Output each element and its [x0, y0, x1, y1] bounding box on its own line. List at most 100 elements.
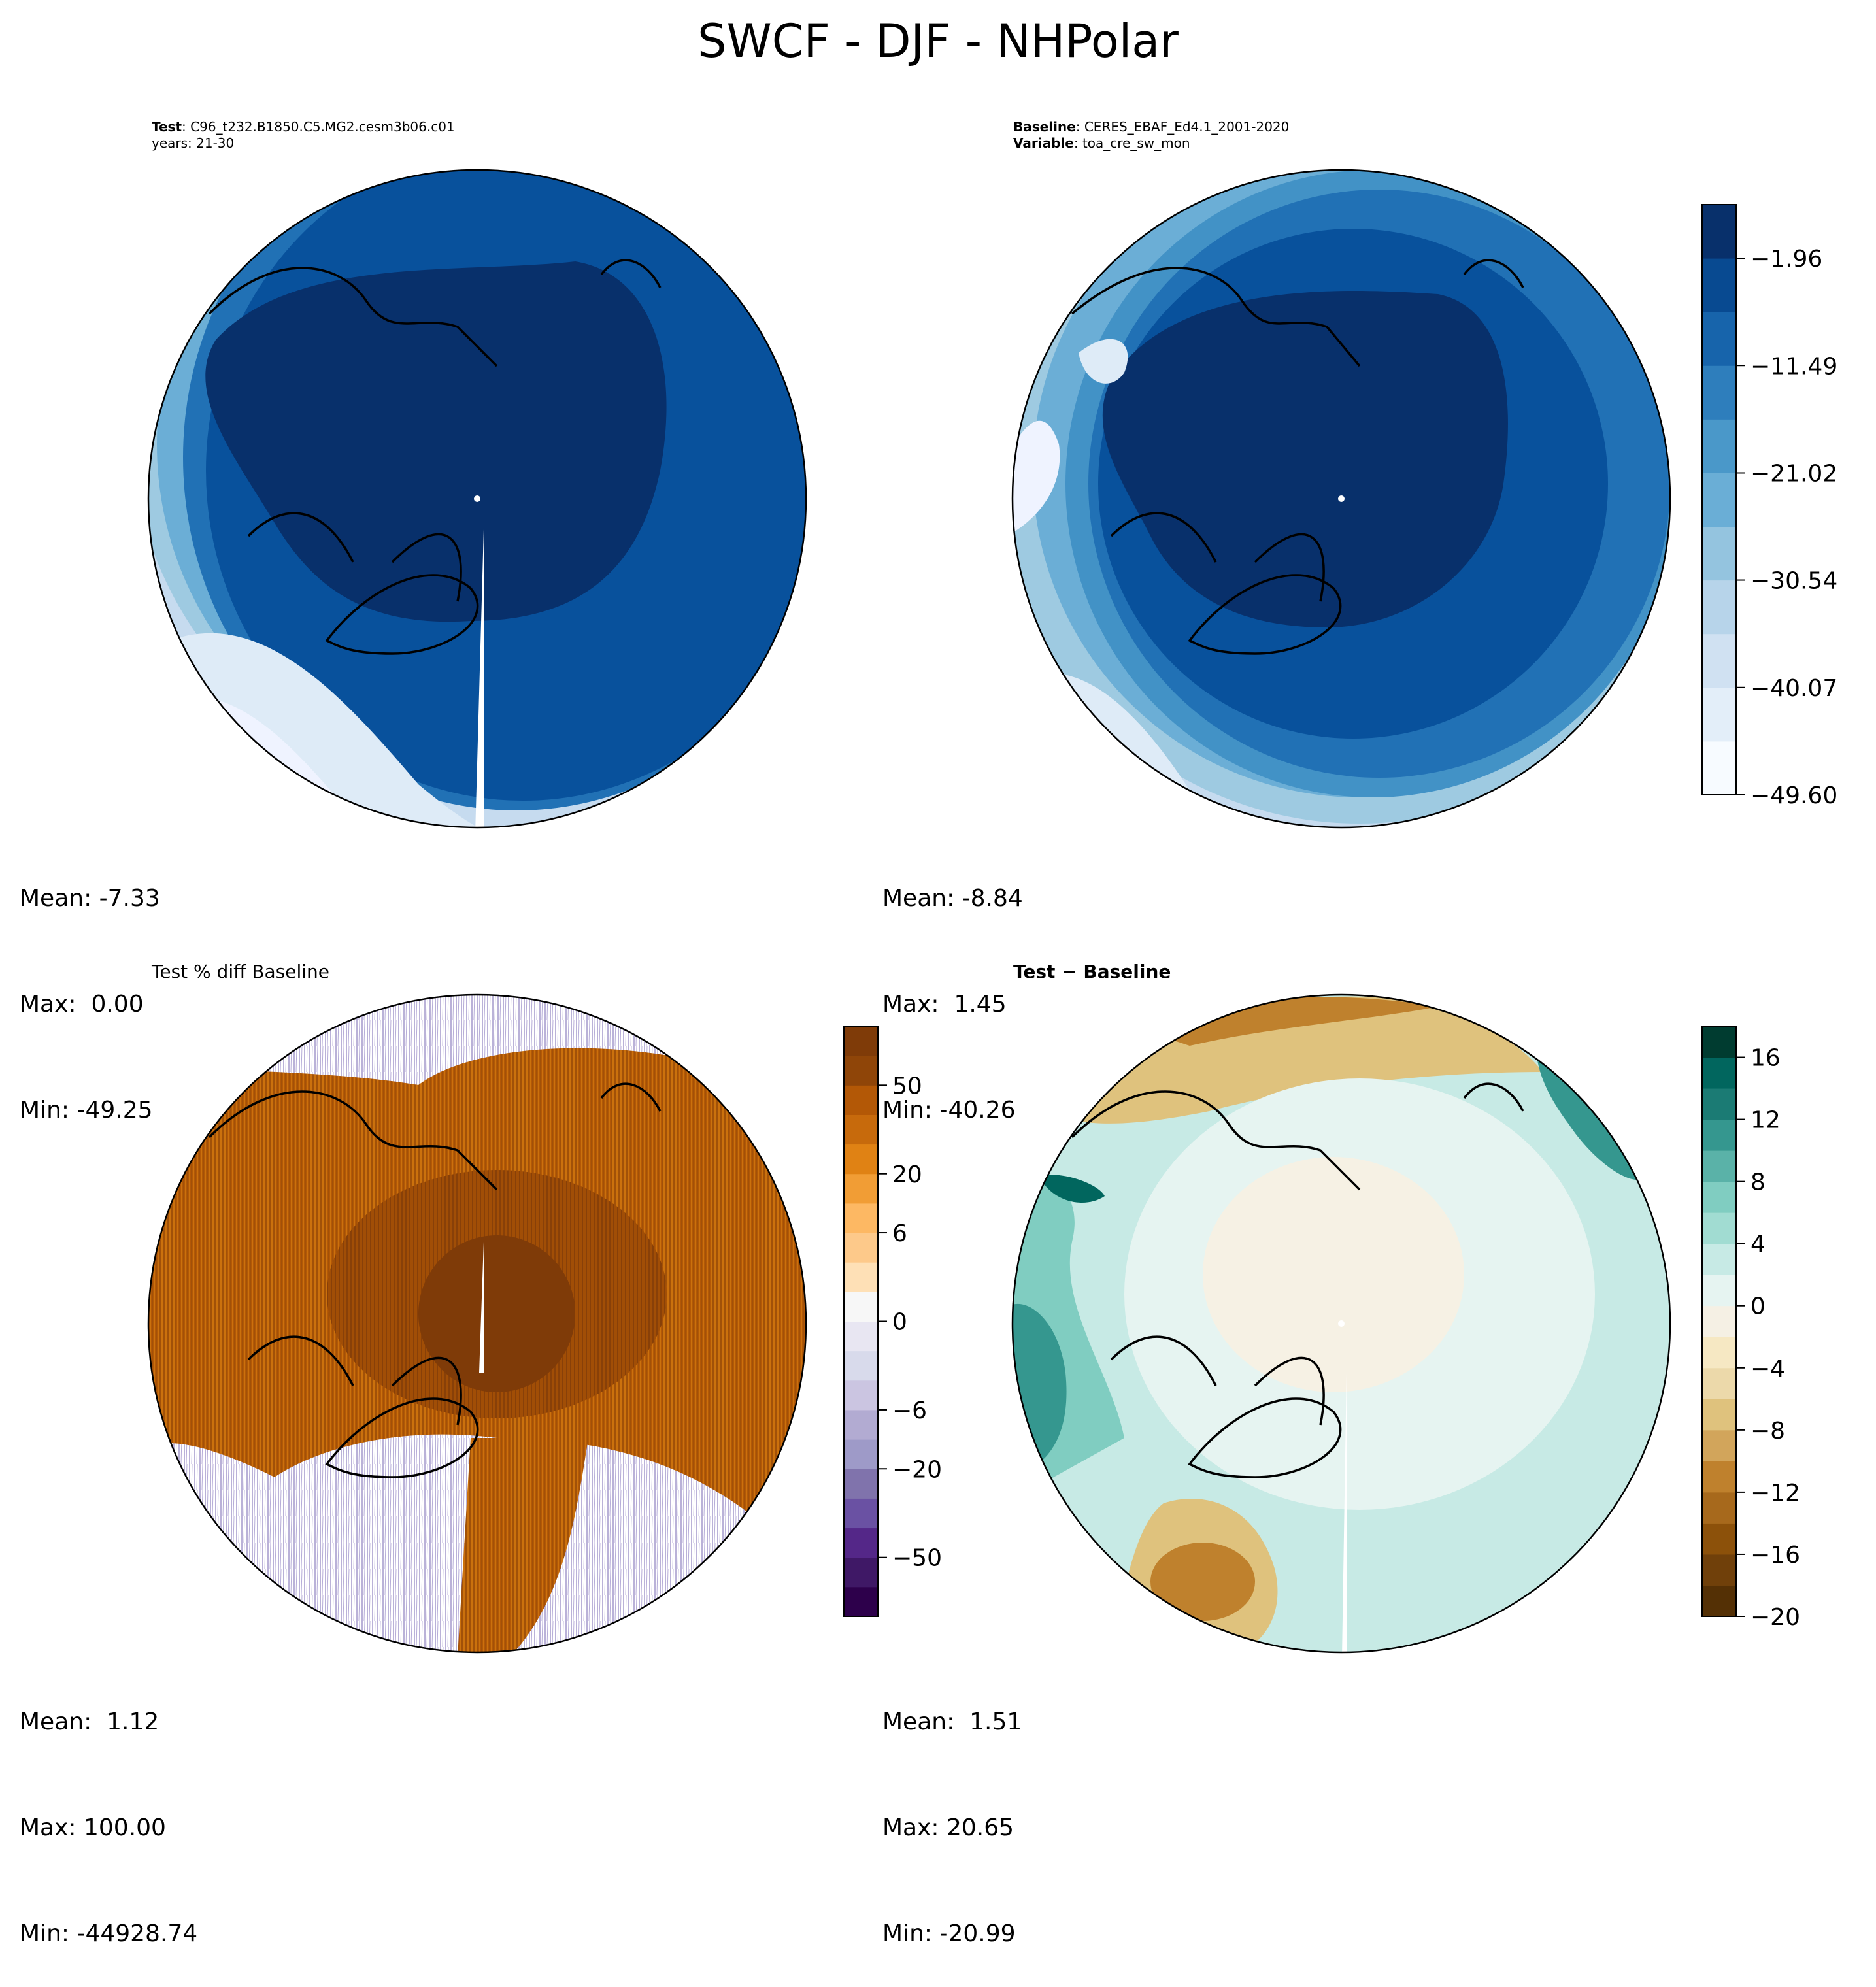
baseline-colorbar-segment — [1702, 312, 1736, 366]
diff-colorbar-tick-label: 16 — [1750, 1045, 1781, 1072]
baseline-colorbar-segment — [1702, 258, 1736, 312]
test-stats: Mean: -7.33 Max: 0.00 Min: -49.25 — [20, 810, 160, 1163]
diff-colorbar-segment — [1702, 1150, 1736, 1182]
diff-colorbar-segment — [1702, 1057, 1736, 1089]
diff-colorbar-segment — [1702, 1399, 1736, 1431]
pct-diff-colorbar-segment — [844, 1144, 878, 1175]
variable-name: toa_cre_sw_mon — [1082, 135, 1190, 151]
diff-colorbar-tick-label: −12 — [1750, 1480, 1800, 1507]
diff-colorbar-tick-label: 4 — [1750, 1231, 1766, 1258]
baseline-colorbar-frame — [1701, 204, 1737, 795]
baseline-colorbar-segment — [1702, 580, 1736, 635]
test-name: C96_t232.B1850.C5.MG2.cesm3b06.c01 — [190, 119, 455, 135]
pct-diff-mean: Mean: 1.12 — [20, 1709, 159, 1735]
pct-diff-colorbar-segment — [844, 1469, 878, 1499]
diff-colorbar-tick-label: 0 — [1750, 1294, 1766, 1320]
pct-diff-colorbar-tick-label: −20 — [892, 1456, 942, 1483]
diff-colorbar-segment — [1702, 1088, 1736, 1120]
baseline-colorbar-tick-label: −21.02 — [1750, 460, 1837, 487]
pct-diff-stats: Mean: 1.12 Max: 100.00 Min: -44928.74 — [20, 1634, 197, 1987]
baseline-stats: Mean: -8.84 Max: 1.45 Min: -40.26 — [882, 810, 1023, 1163]
pct-diff-colorbar-segment — [844, 1085, 878, 1115]
baseline-colorbar-tick-label: −1.96 — [1750, 246, 1822, 273]
diff-colorbar-segment — [1702, 1585, 1736, 1617]
diff-colorbar-tick-label: −4 — [1750, 1356, 1785, 1382]
pct-diff-colorbar-tick-label: −50 — [892, 1545, 942, 1572]
pct-diff-colorbar-segment — [844, 1203, 878, 1233]
diff-colorbar-tick-label: 8 — [1750, 1169, 1766, 1196]
pct-diff-colorbar-segment — [844, 1233, 878, 1263]
diff-stats: Mean: 1.51 Max: 20.65 Min: -20.99 — [882, 1634, 1022, 1987]
diff-colorbar-segment — [1702, 1243, 1736, 1275]
pct-diff-colorbar-segment — [844, 1586, 878, 1617]
pct-diff-colorbar-tick-label: 50 — [892, 1073, 922, 1099]
baseline-colorbar-segment — [1702, 741, 1736, 795]
diff-max: Max: 20.65 — [882, 1814, 1014, 1841]
pct-diff-colorbar-segment — [844, 1498, 878, 1529]
pct-diff-title: Test % diff Baseline — [152, 961, 330, 982]
diff-colorbar-segment — [1702, 1119, 1736, 1151]
pct-diff-colorbar-segment — [844, 1321, 878, 1352]
test-years: years: 21-30 — [152, 135, 235, 151]
diff-mean: Mean: 1.51 — [882, 1709, 1022, 1735]
baseline-map — [1011, 169, 1671, 829]
baseline-colorbar-segment — [1702, 365, 1736, 420]
test-mean: Mean: -7.33 — [20, 885, 160, 912]
pct-diff-colorbar-segment — [844, 1350, 878, 1381]
diff-colorbar-tick-label: 12 — [1750, 1107, 1781, 1134]
baseline-colorbar-segment — [1702, 473, 1736, 527]
baseline-colorbar-segment — [1702, 419, 1736, 473]
pct-diff-colorbar-tick-label: 20 — [892, 1161, 922, 1188]
pct-diff-colorbar-segment — [844, 1114, 878, 1145]
diff-colorbar-segment — [1702, 1367, 1736, 1399]
diff-colorbar-segment — [1702, 1554, 1736, 1586]
pct-diff-colorbar-segment — [844, 1557, 878, 1588]
baseline-colorbar-segment — [1702, 633, 1736, 688]
pct-diff-colorbar-segment — [844, 1292, 878, 1322]
figure-canvas: −1.96 −11.49 −21.02 −30.54 −40.07 −49.60 50 20… — [147, 169, 1837, 1654]
pct-diff-colorbar-segment — [844, 1026, 878, 1056]
diff-colorbar-tick-label: −16 — [1750, 1542, 1800, 1569]
baseline-colorbar-tick-label: −40.07 — [1750, 675, 1837, 702]
diff-colorbar-segment — [1702, 1523, 1736, 1555]
diff-min: Min: -20.99 — [882, 1920, 1016, 1947]
baseline-colorbar-tick-label: −49.60 — [1750, 782, 1837, 809]
baseline-colorbar: −1.96 −11.49 −21.02 −30.54 −40.07 −49.60 — [1701, 204, 1837, 809]
diff-colorbar-tick-label: −8 — [1750, 1418, 1785, 1444]
test-label: Test — [152, 119, 182, 135]
test-title: Test: C96_t232.B1850.C5.MG2.cesm3b06.c01… — [152, 119, 455, 151]
figure-title: SWCF - DJF - NHPolar — [697, 14, 1179, 68]
diff-colorbar-segment — [1702, 1461, 1736, 1493]
diff-colorbar-tick-label: −20 — [1750, 1604, 1800, 1631]
pct-diff-max: Max: 100.00 — [20, 1814, 166, 1841]
baseline-colorbar-segment — [1702, 205, 1736, 259]
pct-diff-colorbar-tick-label: 0 — [892, 1309, 907, 1336]
test-map — [147, 169, 807, 829]
baseline-colorbar-segment — [1702, 687, 1736, 742]
pct-diff-colorbar-segment — [844, 1173, 878, 1204]
pct-diff-colorbar-tick-label: 6 — [892, 1220, 907, 1247]
diff-colorbar-frame — [1701, 1026, 1737, 1617]
baseline-colorbar-segment — [1702, 526, 1736, 581]
pct-diff-map — [147, 994, 807, 1654]
diff-colorbar: 16 12 8 4 0 −4 −8 −12 −16 −20 — [1701, 1026, 1800, 1631]
test-max: Max: 0.00 — [20, 991, 144, 1018]
diff-map — [1011, 994, 1671, 1654]
pct-diff-colorbar: 50 20 6 0 −6 −20 −50 — [843, 1026, 942, 1617]
baseline-label: Baseline — [1013, 119, 1076, 135]
baseline-name: CERES_EBAF_Ed4.1_2001-2020 — [1084, 119, 1290, 135]
diff-title-minus: − — [1062, 961, 1077, 982]
pct-diff-colorbar-segment — [844, 1439, 878, 1469]
pct-diff-min: Min: -44928.74 — [20, 1920, 198, 1947]
pct-diff-colorbar-segment — [844, 1056, 878, 1086]
diff-colorbar-segment — [1702, 1305, 1736, 1337]
baseline-min: Min: -40.26 — [882, 1097, 1016, 1124]
diff-title-baseline: Baseline — [1083, 961, 1171, 982]
diff-colorbar-segment — [1702, 1026, 1736, 1058]
diff-title-test: Test — [1013, 961, 1056, 982]
diff-title: Test − Baseline — [1013, 961, 1171, 982]
baseline-mean: Mean: -8.84 — [882, 885, 1023, 912]
diff-colorbar-segment — [1702, 1429, 1736, 1461]
diff-colorbar-segment — [1702, 1181, 1736, 1213]
test-min: Min: -49.25 — [20, 1097, 153, 1124]
